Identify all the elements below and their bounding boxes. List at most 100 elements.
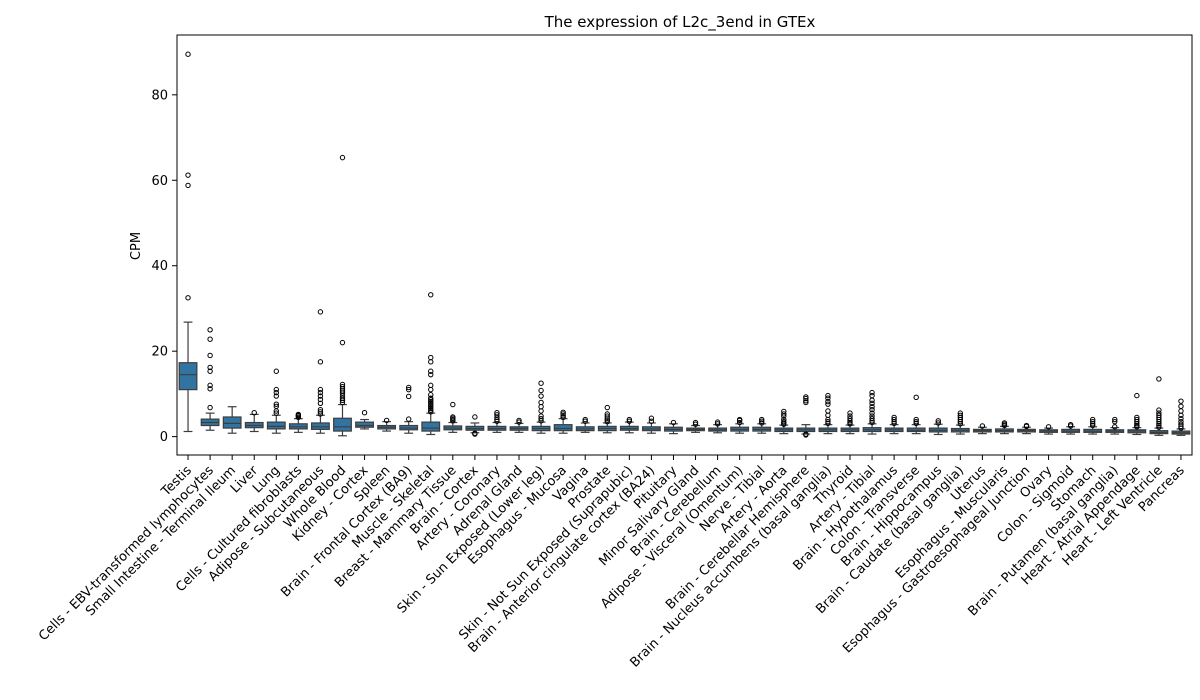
box — [222, 416, 242, 429]
outlier-point — [450, 414, 456, 420]
outlier-point — [185, 51, 191, 57]
outlier-point — [891, 420, 897, 427]
outlier-point — [428, 395, 434, 401]
outlier-point — [781, 416, 787, 423]
outlier-point — [560, 411, 566, 417]
outlier-point — [317, 407, 324, 413]
box-group — [1171, 398, 1191, 436]
outlier-point — [339, 154, 346, 161]
box — [310, 422, 330, 430]
outlier-point — [869, 397, 875, 404]
outlier-point — [405, 393, 412, 400]
outlier-point — [604, 418, 610, 425]
outlier-point — [648, 415, 655, 421]
outlier-point — [869, 413, 875, 419]
outlier-point — [538, 399, 544, 406]
outlier-point — [626, 416, 633, 423]
outlier-point — [869, 389, 875, 396]
outlier-point — [604, 413, 610, 419]
outlier-point — [604, 404, 610, 411]
outlier-point — [185, 172, 191, 178]
outlier-point — [1090, 416, 1096, 423]
outlier-point — [913, 420, 919, 427]
box — [178, 362, 198, 391]
box-group — [774, 408, 794, 435]
outlier-point — [1001, 420, 1008, 426]
outlier-point — [428, 409, 434, 415]
outlier-point — [317, 409, 324, 415]
box-group — [222, 406, 242, 434]
outlier-point — [670, 419, 677, 426]
outlier-point — [207, 382, 213, 389]
outlier-point — [428, 397, 434, 403]
outlier-point — [494, 412, 500, 418]
box — [355, 421, 374, 428]
outlier-point — [538, 380, 544, 386]
outlier-point — [582, 418, 588, 424]
outlier-point — [1156, 412, 1162, 418]
outlier-point — [207, 386, 213, 392]
outlier-point — [692, 419, 699, 426]
outlier-point — [207, 368, 213, 374]
box-group — [244, 410, 264, 433]
y-tick-label: 40 — [151, 259, 168, 274]
box-group — [1149, 376, 1169, 436]
outlier-point — [428, 392, 434, 398]
outlier-point — [428, 407, 434, 413]
box — [333, 417, 352, 432]
outlier-point — [825, 418, 831, 425]
box-group — [641, 415, 661, 434]
outlier-point — [1045, 424, 1052, 430]
box-group — [421, 292, 441, 436]
outlier-point — [1112, 416, 1118, 423]
outlier-point — [869, 404, 875, 410]
outlier-point — [538, 393, 544, 399]
outlier-point — [1112, 424, 1118, 430]
outlier-point — [869, 400, 875, 407]
box-group — [575, 416, 595, 433]
outlier-point — [869, 407, 875, 413]
outlier-point — [604, 417, 610, 423]
outlier-point — [273, 393, 279, 399]
outlier-point — [428, 402, 434, 408]
box-group — [553, 409, 573, 434]
box-group — [443, 401, 463, 433]
outlier-point — [869, 419, 875, 426]
y-tick-label: 60 — [151, 174, 168, 189]
box-group — [752, 416, 772, 434]
outlier-point — [361, 410, 368, 416]
outlier-point — [957, 410, 964, 416]
plot-frame — [176, 34, 1193, 456]
outlier-point — [428, 405, 434, 412]
outlier-point — [317, 393, 324, 399]
box-group — [355, 410, 374, 430]
outlier-point — [759, 418, 765, 424]
outlier-point — [516, 417, 522, 424]
box-group — [686, 419, 705, 433]
outlier-point — [935, 420, 941, 426]
y-tick-label: 80 — [151, 88, 168, 103]
outlier-point — [450, 401, 456, 408]
outlier-point — [428, 371, 434, 378]
outlier-point — [472, 414, 478, 420]
box — [553, 424, 573, 432]
box-group — [288, 411, 308, 433]
box-group — [399, 384, 419, 434]
outlier-point — [913, 416, 919, 423]
outlier-point — [935, 418, 941, 424]
outlier-point — [781, 418, 787, 425]
box-group — [200, 327, 220, 431]
outlier-point — [295, 411, 302, 418]
outlier-point — [1134, 422, 1140, 429]
outlier-point — [913, 418, 919, 425]
outlier-point — [825, 420, 831, 427]
outlier-point — [185, 182, 191, 189]
outlier-point — [1090, 418, 1096, 425]
box-group — [950, 410, 970, 435]
box-group — [884, 414, 904, 435]
outlier-point — [472, 430, 478, 436]
outlier-point — [1156, 424, 1162, 430]
outlier-point — [538, 415, 544, 422]
box-group — [730, 416, 750, 434]
outlier-point — [317, 386, 324, 393]
